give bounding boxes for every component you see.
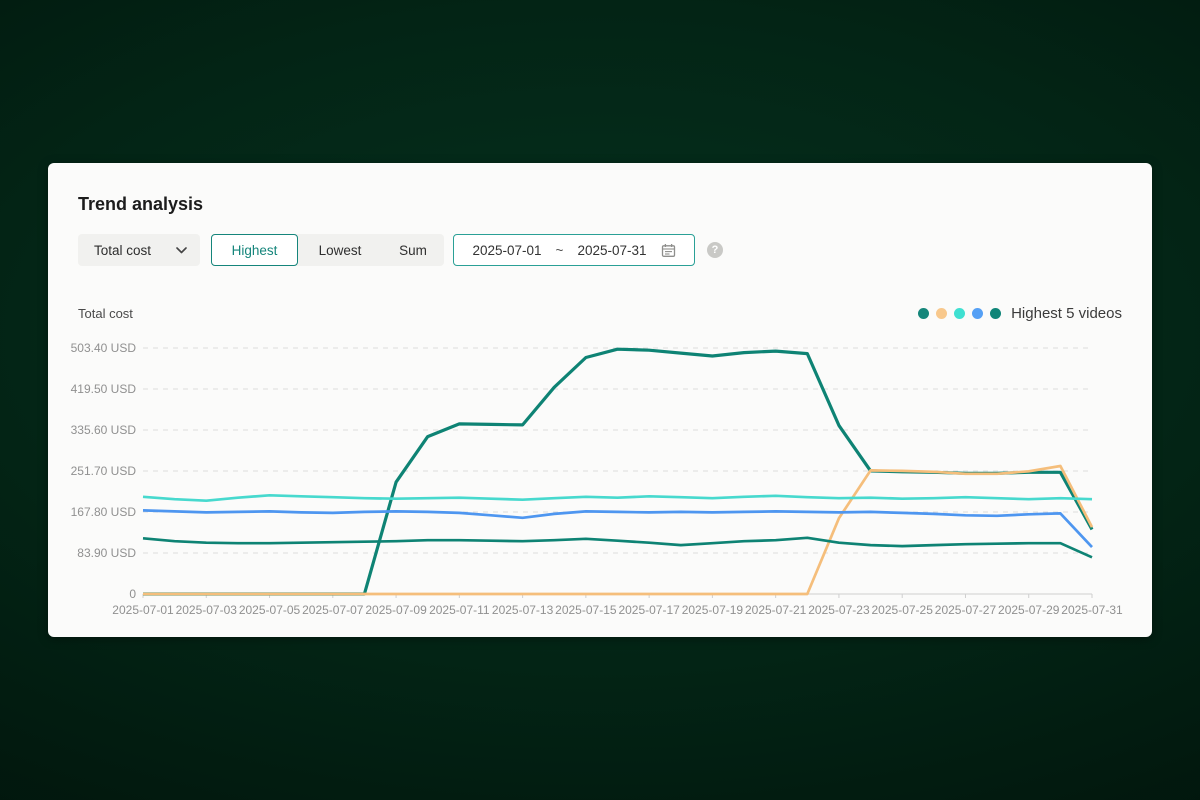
chart-line-series-3 bbox=[142, 493, 1093, 503]
x-axis-label: 2025-07-05 bbox=[239, 603, 301, 617]
legend-dot-2 bbox=[936, 308, 948, 319]
chart-axis-title: Total cost bbox=[78, 306, 133, 321]
y-axis-label: 83.90 USD bbox=[77, 546, 136, 560]
chart-line-series-4 bbox=[142, 509, 1093, 549]
x-axis-label: 2025-07-17 bbox=[618, 603, 680, 617]
x-axis-label: 2025-07-01 bbox=[112, 603, 174, 617]
tab-highest[interactable]: Highest bbox=[211, 234, 298, 266]
metric-dropdown[interactable]: Total cost bbox=[78, 234, 200, 266]
legend-dot-3 bbox=[954, 308, 966, 319]
y-axis-label: 167.80 USD bbox=[71, 505, 137, 519]
help-icon[interactable]: ? bbox=[707, 242, 723, 258]
date-range-end[interactable]: 2025-07-31 bbox=[577, 242, 647, 258]
x-axis-label: 2025-07-15 bbox=[555, 603, 617, 617]
legend-dot-5 bbox=[990, 308, 1002, 319]
y-axis-label: 503.40 USD bbox=[71, 341, 137, 355]
date-range-start[interactable]: 2025-07-01 bbox=[472, 242, 542, 258]
legend-dot-4 bbox=[972, 308, 984, 319]
date-range-picker[interactable]: 2025-07-01 ~ 2025-07-31 bbox=[453, 234, 695, 266]
x-axis-label: 2025-07-07 bbox=[302, 603, 364, 617]
chart-line-series-2 bbox=[143, 464, 1094, 596]
tab-lowest[interactable]: Lowest bbox=[298, 234, 382, 266]
chart-legend: Highest 5 videos bbox=[918, 305, 1122, 322]
tab-sum[interactable]: Sum bbox=[382, 234, 444, 266]
chevron-down-icon bbox=[176, 246, 187, 254]
legend-label: Highest 5 videos bbox=[1011, 305, 1122, 322]
x-axis-label: 2025-07-09 bbox=[365, 603, 427, 617]
y-axis-label: 419.50 USD bbox=[71, 382, 137, 396]
x-axis-label: 2025-07-21 bbox=[745, 603, 807, 617]
legend-dot-1 bbox=[918, 308, 930, 319]
x-axis-label: 2025-07-27 bbox=[935, 603, 997, 617]
x-axis-label: 2025-07-31 bbox=[1061, 603, 1123, 617]
x-axis-label: 2025-07-11 bbox=[429, 603, 490, 617]
y-axis-label: 335.60 USD bbox=[71, 423, 137, 437]
y-axis-label: 251.70 USD bbox=[71, 464, 137, 478]
x-axis-label: 2025-07-03 bbox=[176, 603, 238, 617]
page-title: Trend analysis bbox=[78, 194, 204, 214]
calendar-icon[interactable] bbox=[661, 243, 676, 258]
trend-line-chart: 0 83.90 USD 167.80 USD 251.70 USD 335.60 USD… bbox=[71, 341, 1123, 617]
y-axis-label: 0 bbox=[129, 587, 136, 601]
metric-dropdown-value: Total cost bbox=[94, 242, 152, 258]
x-axis-label: 2025-07-25 bbox=[872, 603, 934, 617]
aggregation-tabs: Highest Lowest Sum bbox=[211, 234, 444, 266]
chart-line-series-5 bbox=[142, 536, 1093, 559]
legend-dots bbox=[918, 308, 1002, 319]
x-axis-label: 2025-07-29 bbox=[998, 603, 1060, 617]
date-range-separator: ~ bbox=[555, 242, 564, 258]
x-axis-label: 2025-07-19 bbox=[682, 603, 744, 617]
x-axis-label: 2025-07-13 bbox=[492, 603, 554, 617]
trend-analysis-card: Trend analysis Total cost Highest Lowest… bbox=[48, 163, 1152, 637]
x-axis-label: 2025-07-23 bbox=[808, 603, 870, 617]
